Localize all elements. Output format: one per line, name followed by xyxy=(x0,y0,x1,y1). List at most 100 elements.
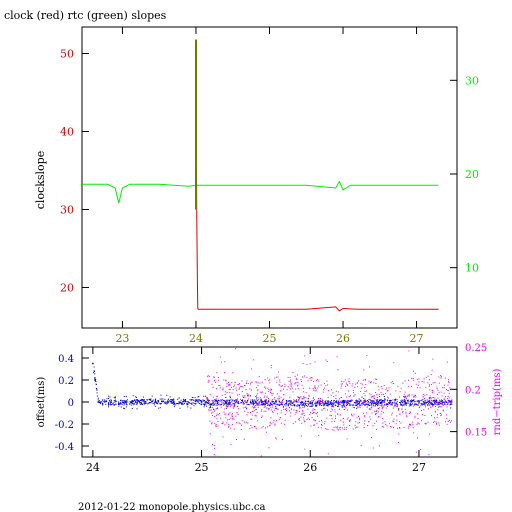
data-point xyxy=(173,403,175,405)
data-point xyxy=(426,399,428,401)
data-point xyxy=(281,399,283,401)
data-point xyxy=(277,400,279,402)
data-point xyxy=(440,413,442,414)
data-point xyxy=(450,421,451,423)
data-point xyxy=(325,404,327,406)
data-point xyxy=(173,401,175,403)
data-point xyxy=(120,402,122,404)
data-point xyxy=(238,422,240,424)
data-point xyxy=(284,414,286,415)
data-point xyxy=(203,406,205,408)
data-point xyxy=(346,426,348,428)
data-point xyxy=(173,401,174,403)
data-point xyxy=(392,381,394,383)
data-point xyxy=(251,414,253,416)
data-point xyxy=(243,396,244,398)
data-point xyxy=(318,380,320,382)
data-point xyxy=(335,401,337,403)
data-point xyxy=(410,404,412,405)
data-point xyxy=(322,400,324,402)
data-point xyxy=(394,404,396,406)
data-point xyxy=(131,402,132,403)
data-point xyxy=(409,424,411,425)
data-point xyxy=(437,409,439,411)
data-point xyxy=(381,404,383,406)
data-point xyxy=(261,381,263,383)
data-point xyxy=(408,399,410,401)
data-point xyxy=(302,404,304,406)
data-point xyxy=(406,402,408,404)
data-point xyxy=(195,402,197,404)
data-point xyxy=(266,407,268,409)
data-point xyxy=(242,399,244,401)
data-point xyxy=(256,399,258,401)
data-point xyxy=(312,400,314,402)
data-point xyxy=(313,389,315,391)
data-point xyxy=(371,400,373,401)
data-point xyxy=(400,403,402,405)
data-point xyxy=(108,395,110,397)
data-point xyxy=(289,388,291,390)
data-point xyxy=(406,415,408,417)
data-point xyxy=(223,400,225,402)
data-point xyxy=(232,418,234,420)
data-point xyxy=(386,387,388,389)
data-point xyxy=(372,405,374,407)
data-point xyxy=(438,382,440,384)
data-point xyxy=(443,387,445,389)
data-point xyxy=(375,403,377,405)
data-point xyxy=(114,399,116,401)
data-point xyxy=(136,399,138,401)
data-point xyxy=(347,384,348,386)
data-point xyxy=(336,401,338,403)
data-point xyxy=(334,411,336,413)
data-point xyxy=(278,403,280,405)
data-point xyxy=(209,404,211,405)
data-point xyxy=(236,439,237,440)
data-point xyxy=(218,384,220,386)
data-point xyxy=(307,399,309,401)
y2-tick-label: 0.2 xyxy=(465,385,481,396)
data-point xyxy=(400,387,402,389)
data-point xyxy=(321,401,323,403)
data-point xyxy=(193,405,195,407)
data-point xyxy=(319,403,321,405)
data-point xyxy=(183,401,185,403)
data-point xyxy=(308,403,310,405)
data-point xyxy=(247,395,249,397)
data-point xyxy=(281,403,283,405)
data-point xyxy=(416,400,418,402)
data-point xyxy=(247,412,249,413)
data-point xyxy=(196,400,198,402)
data-point xyxy=(200,400,202,402)
data-point xyxy=(371,402,373,404)
data-point xyxy=(156,402,157,404)
x-tick-label: 27 xyxy=(412,461,426,474)
data-point xyxy=(264,379,266,381)
data-point xyxy=(342,405,344,406)
data-point xyxy=(266,399,267,401)
data-point xyxy=(177,403,179,405)
data-point xyxy=(288,404,290,406)
data-point xyxy=(213,380,215,381)
data-point xyxy=(309,378,311,379)
data-point xyxy=(399,391,401,393)
data-point xyxy=(364,387,366,388)
data-point xyxy=(157,403,158,405)
data-point xyxy=(436,401,438,403)
data-point xyxy=(337,402,339,404)
data-point xyxy=(132,403,134,404)
data-point xyxy=(305,402,306,404)
data-point xyxy=(121,403,123,405)
data-point xyxy=(257,397,259,399)
data-point xyxy=(338,408,340,410)
data-point xyxy=(219,387,221,389)
data-point xyxy=(232,416,234,418)
data-point xyxy=(380,391,382,393)
data-point xyxy=(360,400,362,401)
data-point xyxy=(284,419,286,421)
data-point xyxy=(347,402,349,404)
data-point xyxy=(392,420,394,422)
data-point xyxy=(144,401,146,402)
data-point xyxy=(207,376,209,378)
